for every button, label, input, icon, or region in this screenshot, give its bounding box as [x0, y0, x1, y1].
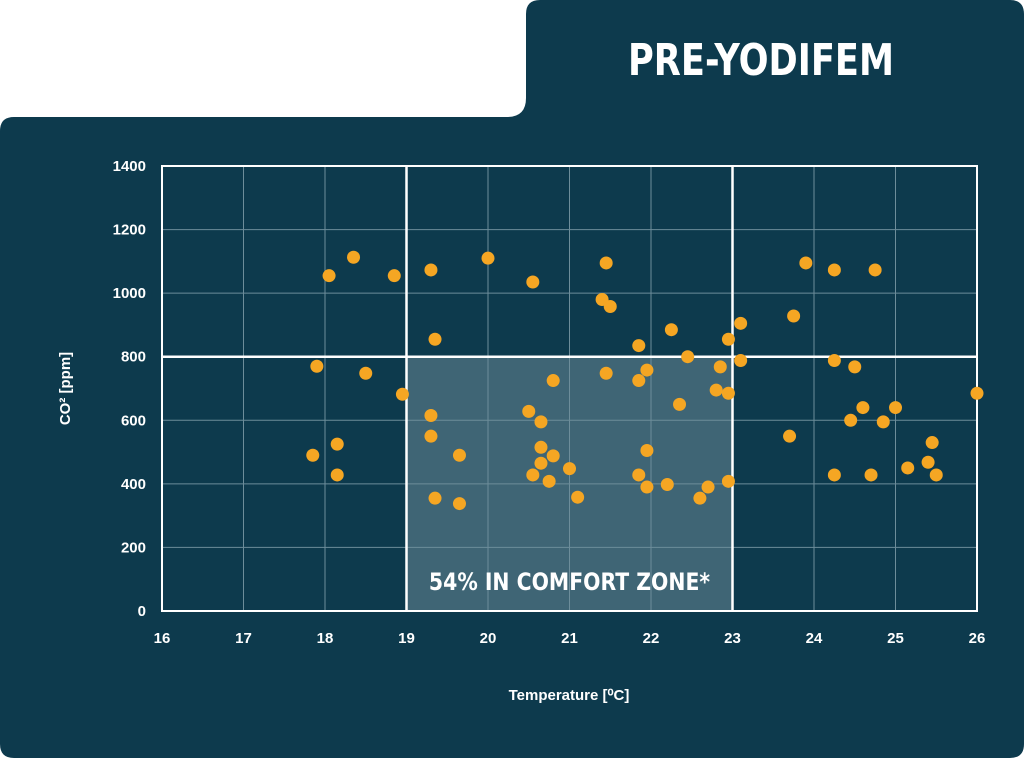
- data-point: [424, 263, 438, 277]
- y-tick-label: 1200: [113, 222, 146, 239]
- data-point: [701, 480, 715, 494]
- data-point: [721, 386, 735, 400]
- data-point: [424, 409, 438, 423]
- data-point: [827, 263, 841, 277]
- x-tick-label: 26: [969, 630, 986, 647]
- data-point: [395, 387, 409, 401]
- comfort-zone-label: 54% IN COMFORT ZONE*: [429, 568, 710, 596]
- x-tick-label: 25: [887, 630, 904, 647]
- data-point: [709, 383, 723, 397]
- data-point: [693, 491, 707, 505]
- x-tick-label: 22: [643, 630, 660, 647]
- data-point: [864, 468, 878, 482]
- y-tick-label: 400: [121, 476, 146, 493]
- x-tick-label: 19: [398, 630, 415, 647]
- data-point: [452, 497, 466, 511]
- data-point: [632, 468, 646, 482]
- data-point: [534, 415, 548, 429]
- data-point: [713, 360, 727, 374]
- data-point: [526, 275, 540, 289]
- y-tick-label: 200: [121, 539, 146, 556]
- x-tick-label: 24: [806, 630, 823, 647]
- data-point: [925, 436, 939, 450]
- y-tick-label: 800: [121, 349, 146, 366]
- data-point: [603, 299, 617, 313]
- data-point: [929, 468, 943, 482]
- data-point: [681, 350, 695, 364]
- data-point: [640, 443, 654, 457]
- data-point: [827, 354, 841, 368]
- data-point: [452, 448, 466, 462]
- data-point: [640, 480, 654, 494]
- y-axis-ticks: 0 200 400 600 800 1000 1200 1400: [113, 158, 146, 620]
- data-point: [347, 250, 361, 264]
- data-point: [848, 360, 862, 374]
- data-point: [734, 354, 748, 368]
- data-point: [921, 455, 935, 469]
- data-point: [599, 366, 613, 380]
- data-point: [783, 429, 797, 443]
- data-point: [970, 386, 984, 400]
- data-point: [901, 461, 915, 475]
- data-point: [876, 415, 890, 429]
- data-point: [534, 456, 548, 470]
- chart-title: PRE-YODIFEM: [628, 34, 894, 86]
- x-tick-label: 20: [480, 630, 497, 647]
- data-point: [359, 366, 373, 380]
- data-point: [799, 256, 813, 270]
- x-tick-label: 21: [561, 630, 578, 647]
- data-point: [546, 449, 560, 463]
- data-point: [673, 397, 687, 411]
- data-point: [827, 468, 841, 482]
- data-point: [734, 316, 748, 330]
- data-point: [721, 332, 735, 346]
- data-point: [322, 269, 336, 283]
- data-point: [632, 374, 646, 388]
- data-point: [787, 309, 801, 323]
- data-point: [563, 462, 576, 476]
- y-tick-label: 0: [138, 603, 146, 620]
- data-point: [640, 363, 654, 377]
- data-point: [664, 323, 678, 337]
- data-point: [330, 437, 344, 451]
- x-tick-label: 16: [154, 630, 171, 647]
- data-point: [526, 468, 540, 482]
- data-point: [310, 359, 324, 373]
- data-point: [868, 263, 882, 277]
- x-axis-title: Temperature [⁰C]: [509, 687, 630, 704]
- data-points: [306, 250, 984, 511]
- data-point: [660, 477, 674, 491]
- data-point: [428, 332, 442, 346]
- x-tick-label: 17: [235, 630, 252, 647]
- y-tick-label: 600: [121, 412, 146, 429]
- x-tick-label: 23: [724, 630, 741, 647]
- data-point: [387, 269, 401, 283]
- data-point: [889, 401, 902, 415]
- data-point: [534, 440, 548, 454]
- data-point: [330, 468, 344, 482]
- data-point: [546, 374, 560, 388]
- data-point: [844, 413, 858, 427]
- data-point: [522, 404, 536, 418]
- data-point: [424, 429, 438, 443]
- data-point: [542, 474, 556, 488]
- data-point: [571, 490, 585, 504]
- y-axis-title: CO² [ppm]: [57, 352, 74, 425]
- data-point: [856, 401, 870, 415]
- grid-lines: [161, 165, 978, 612]
- x-tick-label: 18: [317, 630, 334, 647]
- data-point: [428, 491, 442, 505]
- data-point: [599, 256, 613, 270]
- y-tick-label: 1000: [113, 285, 146, 302]
- data-point: [721, 474, 735, 488]
- data-point: [306, 448, 320, 462]
- x-axis-ticks: 16 17 18 19 20 21 22 23 24 25 26: [154, 630, 986, 647]
- data-point: [632, 339, 646, 353]
- data-point: [481, 251, 495, 265]
- y-tick-label: 1400: [113, 158, 146, 175]
